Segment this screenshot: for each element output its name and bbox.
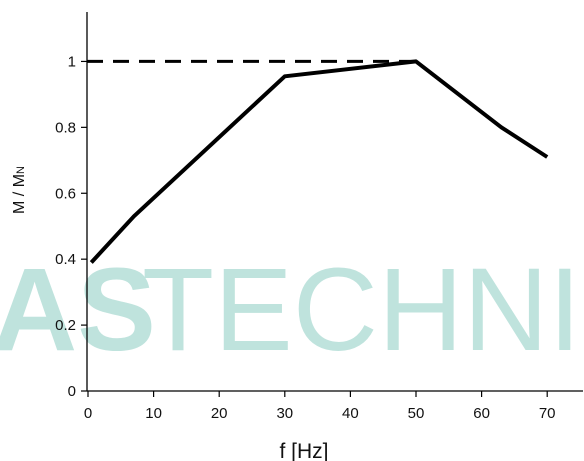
x-tick-label: 30 xyxy=(276,405,293,422)
y-tick-label: 0.6 xyxy=(55,185,76,202)
x-tick-label: 40 xyxy=(342,405,359,422)
watermark: AS TECHNIK xyxy=(0,244,584,376)
y-tick-label: 0.4 xyxy=(55,251,76,268)
watermark-light-text: TECHNIK xyxy=(142,244,584,376)
x-tick-label: 70 xyxy=(539,405,556,422)
y-tick-label: 0 xyxy=(68,383,76,400)
y-tick-label: 0.8 xyxy=(55,119,76,136)
axes xyxy=(86,12,583,392)
y-axis-label-main: M / M xyxy=(11,174,28,214)
x-tick-label: 10 xyxy=(145,405,162,422)
y-axis-label: M / MN xyxy=(11,166,28,214)
y-ticks: 0 0.2 0.4 0.6 0.8 1 xyxy=(55,53,87,400)
y-tick-label: 1 xyxy=(68,53,76,70)
y-tick-label: 0.2 xyxy=(55,317,76,334)
series-group xyxy=(89,59,549,264)
x-tick-label: 50 xyxy=(408,405,425,422)
x-tick-label: 20 xyxy=(211,405,228,422)
x-tick-label: 0 xyxy=(84,405,92,422)
y-axis-label-sub: N xyxy=(15,166,27,174)
series-line xyxy=(89,59,549,264)
x-axis-label: f [Hz] xyxy=(279,440,328,461)
x-ticks: 0 10 20 30 40 50 60 70 xyxy=(84,391,556,422)
x-tick-label: 60 xyxy=(473,405,490,422)
watermark-bold-text: AS xyxy=(0,244,156,376)
